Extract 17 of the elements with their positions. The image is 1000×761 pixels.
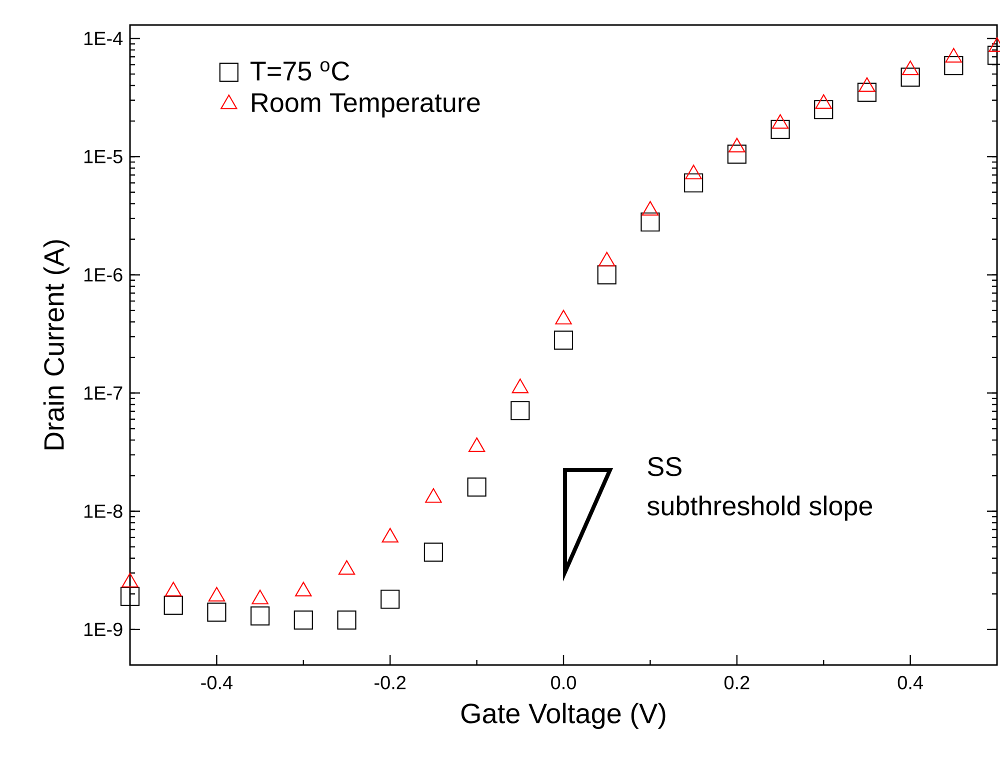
y-tick-label: 1E-6 [84, 268, 122, 282]
annotation: SS [648, 457, 682, 476]
legend-label: Room Temperature [252, 93, 480, 118]
x-tick-label: -0.2 [374, 676, 406, 690]
y-tick-label: 1E-5 [84, 150, 122, 164]
annotation: subthreshold slope [647, 496, 872, 521]
legend-label: T=75 $^{o}$C [250, 61, 350, 81]
x-tick-label: 0.2 [724, 676, 750, 690]
x-axis-title: Gate Voltage (V) [461, 702, 666, 729]
y-tick-label: 1E-4 [84, 32, 123, 45]
x-tick-label: 0.4 [898, 676, 923, 690]
x-tick-label: -0.4 [201, 676, 233, 690]
y-tick-label: 1E-8 [84, 504, 122, 518]
y-tick-label: 1E-7 [84, 386, 122, 400]
x-tick-label: 0.0 [551, 676, 576, 690]
y-axis-title: Drain Current (A) [43, 240, 70, 450]
y-tick-label: 1E-9 [84, 622, 122, 636]
